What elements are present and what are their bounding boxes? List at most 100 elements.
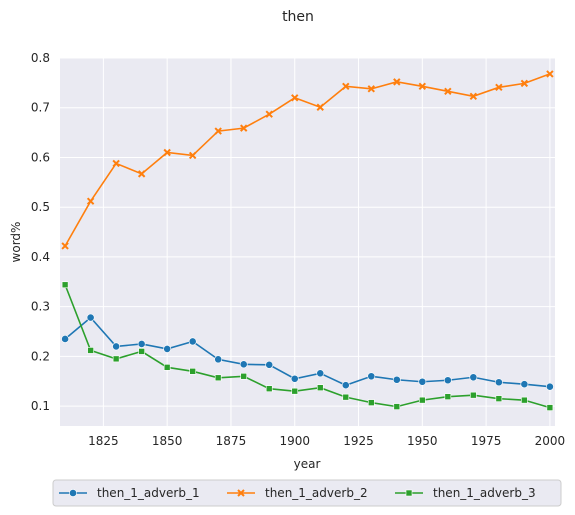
series-line (64, 73, 551, 247)
data-point (137, 340, 146, 348)
data-point (61, 335, 70, 343)
data-point (342, 393, 350, 401)
data-point (546, 70, 554, 78)
x-tick-label: 1900 (279, 434, 310, 448)
data-point (494, 378, 503, 387)
data-point (393, 403, 401, 410)
series-line (64, 316, 550, 388)
data-point (188, 337, 197, 346)
data-point (418, 377, 427, 386)
legend-marker (405, 489, 413, 497)
data-point (163, 364, 171, 371)
data-point (240, 372, 248, 380)
x-tick-label: 2000 (535, 434, 566, 448)
data-point (495, 83, 503, 92)
data-point (316, 103, 324, 111)
data-point (393, 78, 401, 86)
x-axis-label: year (294, 457, 321, 471)
data-point (189, 367, 196, 375)
data-point (444, 87, 452, 96)
data-point (138, 348, 145, 355)
data-point (470, 391, 477, 399)
data-point (163, 345, 172, 353)
data-point (87, 347, 94, 354)
series-3 (61, 281, 554, 411)
data-point (61, 281, 69, 289)
data-point (444, 393, 452, 400)
legend-box (52, 479, 562, 507)
data-point (495, 395, 503, 402)
legend-label: then_1_adverb_2 (265, 486, 368, 500)
y-tick-label: 0.6 (31, 150, 50, 164)
series-1 (61, 313, 554, 391)
data-point (521, 396, 528, 404)
data-point (367, 399, 375, 406)
data-point (290, 374, 299, 383)
grid-lines (60, 57, 555, 426)
data-point (112, 342, 121, 351)
data-point (137, 170, 146, 178)
legend-marker (69, 489, 77, 497)
data-point (214, 355, 223, 364)
data-point (367, 85, 375, 93)
data-point (341, 381, 350, 390)
y-tick-label: 0.4 (31, 250, 50, 264)
data-point (392, 375, 401, 384)
data-point (342, 82, 350, 91)
data-point (291, 94, 299, 102)
data-point (469, 373, 478, 382)
y-tick-label: 0.5 (31, 200, 50, 214)
legend-item: then_1_adverb_2 (227, 486, 368, 500)
plot-background (60, 58, 555, 426)
data-point (316, 384, 324, 392)
chart-title: then (282, 9, 314, 25)
data-point (214, 127, 222, 135)
data-point (112, 159, 120, 168)
y-tick-label: 0.1 (31, 399, 50, 413)
y-tick-label: 0.2 (31, 349, 50, 363)
data-point (316, 369, 325, 378)
y-tick-label: 0.8 (31, 51, 50, 65)
data-point (520, 380, 529, 389)
x-tick-label: 1875 (216, 434, 247, 448)
legend-item: then_1_adverb_1 (59, 486, 200, 500)
data-point (112, 355, 120, 363)
legend-marker (237, 489, 245, 497)
legend-label: then_1_adverb_3 (433, 486, 536, 500)
data-point (214, 374, 222, 382)
data-point (443, 376, 452, 385)
data-point (291, 387, 299, 395)
x-tick-label: 1950 (407, 434, 438, 448)
x-axis-ticks: 1825 1850 1875 1900 1925 1950 1975 2000 (88, 434, 565, 448)
x-tick-label: 1850 (152, 434, 183, 448)
legend: then_1_adverb_1 then_1_adverb_2 then_1_adv… (52, 479, 562, 507)
data-point (163, 148, 171, 157)
y-tick-label: 0.3 (31, 300, 50, 314)
data-point (86, 197, 95, 205)
data-point (265, 360, 274, 369)
y-axis-ticks: 0.1 0.2 0.3 0.4 0.5 0.6 0.7 0.8 (31, 51, 50, 413)
data-point (240, 124, 248, 132)
legend-item: then_1_adverb_3 (395, 486, 536, 500)
data-point (520, 79, 529, 88)
y-tick-label: 0.7 (31, 101, 50, 115)
x-tick-label: 1825 (88, 434, 119, 448)
data-point (545, 382, 554, 391)
data-point (239, 360, 248, 369)
data-point (367, 372, 376, 381)
legend-label: then_1_adverb_1 (97, 486, 200, 500)
data-point (419, 396, 426, 404)
data-point (418, 82, 427, 91)
data-point (265, 385, 273, 393)
series-2 (61, 70, 554, 250)
data-point (469, 92, 478, 100)
series-group (61, 70, 554, 411)
y-axis-label: word% (9, 222, 23, 263)
data-point (188, 151, 197, 160)
data-point (86, 313, 95, 322)
data-point (61, 242, 69, 250)
x-tick-label: 1925 (343, 434, 374, 448)
x-tick-label: 1975 (471, 434, 502, 448)
series-line (64, 284, 551, 409)
